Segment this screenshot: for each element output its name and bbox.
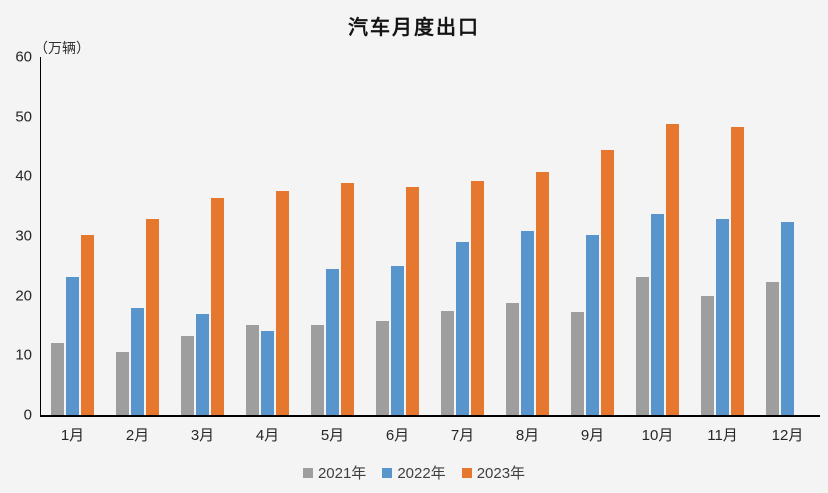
x-tick-label: 2月 — [125, 427, 150, 444]
bar-series1-month6 — [376, 320, 389, 415]
bar-series3-month7 — [471, 181, 484, 415]
legend-swatch-icon — [461, 467, 472, 478]
x-tick-label: 8月 — [515, 427, 540, 444]
bar-series2-month10 — [651, 213, 664, 415]
legend: 2021年 2022年 2023年 — [0, 462, 828, 483]
y-tick-label: 50 — [15, 108, 32, 126]
legend-swatch-icon — [302, 467, 313, 478]
bar-series3-month10 — [666, 123, 679, 415]
bar-series1-month5 — [311, 324, 324, 415]
y-tick-label: 30 — [15, 227, 32, 245]
bar-series3-month6 — [406, 187, 419, 415]
x-tick-label: 12月 — [771, 427, 804, 444]
bar-series1-month3 — [181, 336, 194, 415]
x-tick-label: 9月 — [580, 427, 605, 444]
bar-series2-month5 — [326, 268, 339, 415]
bar-series2-month9 — [586, 235, 599, 415]
legend-item-1: 2021年 — [302, 462, 367, 483]
y-tick-label: 10 — [15, 346, 32, 364]
legend-item-3: 2023年 — [461, 462, 526, 483]
x-tick-label: 4月 — [255, 427, 280, 444]
bar-series1-month4 — [246, 324, 259, 415]
legend-swatch-icon — [382, 467, 393, 478]
y-tick-label: 0 — [23, 406, 32, 424]
bar-series3-month8 — [536, 171, 549, 415]
x-tick-label: 6月 — [385, 427, 410, 444]
bar-series2-month1 — [66, 277, 79, 415]
bar-series1-month9 — [571, 312, 584, 415]
x-tick-label: 3月 — [190, 427, 215, 444]
bar-series3-month4 — [276, 190, 289, 415]
x-tick-label: 5月 — [320, 427, 345, 444]
bar-series3-month2 — [146, 218, 159, 415]
bar-series2-month8 — [521, 231, 534, 415]
y-axis-unit-label: （万辆） — [34, 40, 90, 56]
bar-series3-month9 — [601, 150, 614, 415]
chart-title: 汽车月度出口 — [348, 17, 480, 39]
bar-series1-month2 — [116, 352, 129, 415]
bar-series1-month1 — [51, 343, 64, 415]
y-tick-label: 20 — [15, 287, 32, 305]
legend-label: 2022年 — [397, 465, 446, 482]
bar-series2-month3 — [196, 313, 209, 415]
x-tick-label: 7月 — [450, 427, 475, 444]
y-tick-label: 60 — [15, 48, 32, 66]
bar-series1-month7 — [441, 311, 454, 415]
legend-label: 2023年 — [476, 465, 526, 482]
legend-item-2: 2022年 — [382, 462, 446, 483]
bar-series1-month10 — [636, 277, 649, 415]
bar-series3-month11 — [731, 127, 744, 415]
y-tick-label: 40 — [15, 167, 32, 185]
bar-series2-month12 — [781, 221, 794, 415]
bar-series1-month12 — [766, 281, 779, 415]
x-axis-line — [40, 415, 820, 417]
bar-series3-month3 — [211, 197, 224, 415]
bar-series2-month6 — [391, 266, 404, 415]
bar-series2-month4 — [261, 330, 274, 415]
x-tick-label: 11月 — [707, 427, 738, 444]
bar-series3-month1 — [81, 235, 94, 415]
bar-series1-month11 — [701, 296, 714, 415]
x-tick-label: 10月 — [641, 427, 674, 444]
bar-series2-month7 — [456, 241, 469, 415]
x-tick-label: 1月 — [60, 427, 85, 444]
bar-series2-month11 — [716, 218, 729, 415]
bar-series1-month8 — [506, 303, 519, 415]
bar-series3-month5 — [341, 182, 354, 415]
bar-series2-month2 — [131, 307, 144, 415]
y-axis-line — [40, 57, 41, 415]
legend-label: 2021年 — [317, 465, 367, 482]
